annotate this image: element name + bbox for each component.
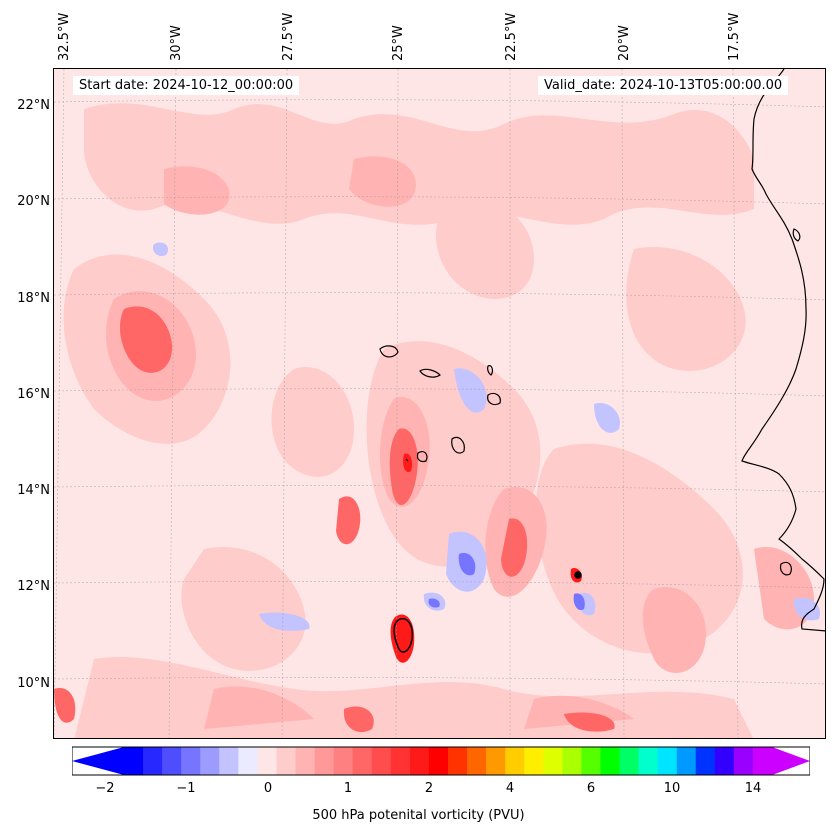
lat-label-22n: 22°N (17, 98, 50, 113)
colorbar-segment (467, 747, 487, 775)
cape-verde-islands (379, 345, 501, 463)
colorbar-under-arrow (72, 747, 124, 775)
field-light-patches (63, 103, 754, 738)
colorbar-tick-label: 2 (424, 781, 434, 796)
colorbar-segment (543, 747, 563, 775)
colorbar-segment (181, 747, 201, 775)
pv-map-panel (53, 68, 826, 739)
colorbar-tick-label: −1 (176, 781, 196, 796)
colorbar-tick-label: 10 (663, 781, 681, 796)
pv-contour-map (54, 69, 825, 738)
colorbar-segment (714, 747, 735, 775)
pv-colorbar (72, 746, 810, 776)
colorbar-segment (257, 747, 278, 775)
colorbar-segment (600, 747, 621, 775)
colorbar-tick-label: 6 (586, 781, 596, 796)
lat-label-14n: 14°N (17, 483, 50, 498)
colorbar-segment (219, 747, 239, 775)
colorbar-segment (733, 747, 754, 775)
lat-label-18n: 18°N (17, 291, 50, 306)
start-date-label: Start date: 2024-10-12_00:00:00 (73, 76, 300, 95)
lon-label-32-5w: 32.5°W (57, 12, 72, 61)
colorbar-title: 500 hPa potenital vorticity (PVU) (312, 808, 525, 823)
pv-max-contour (393, 571, 582, 653)
colorbar-segment (752, 747, 773, 775)
lon-label-27-5w: 27.5°W (281, 12, 296, 61)
colorbar-segment (562, 747, 583, 775)
lat-label-16n: 16°N (17, 387, 50, 402)
colorbar-segment (352, 747, 373, 775)
colorbar-segment (295, 747, 316, 775)
colorbar-segment (581, 747, 602, 775)
valid-date-label: Valid_date: 2024-10-13T05:00:00.00 (538, 76, 789, 95)
colorbar-segment (390, 747, 411, 775)
colorbar-tick-label: 14 (744, 781, 762, 796)
colorbar-segment (619, 747, 640, 775)
colorbar-segment (314, 747, 335, 775)
colorbar-tick-label: −2 (95, 781, 115, 796)
colorbar-segment (238, 747, 259, 775)
colorbar-tick-label: 0 (263, 781, 273, 796)
graticule (54, 69, 825, 738)
colorbar-tick-label: 4 (505, 781, 515, 796)
colorbar-segment (524, 747, 544, 775)
colorbar-segment (333, 747, 354, 775)
lat-label-10n: 10°N (17, 676, 50, 691)
colorbar-segment (162, 747, 182, 775)
field-negative-patches (152, 242, 820, 631)
colorbar-segment (695, 747, 716, 775)
colorbar-segment (505, 747, 525, 775)
colorbar-segment (638, 747, 659, 775)
lon-label-17-5w: 17.5°W (727, 12, 742, 61)
colorbar-segment (124, 747, 144, 775)
colorbar-segment (409, 747, 430, 775)
colorbar-segment (428, 747, 449, 775)
lon-label-22-5w: 22.5°W (504, 12, 519, 61)
lat-label-20n: 20°N (17, 194, 50, 209)
colorbar-segment (486, 747, 506, 775)
lon-label-20w: 20°W (617, 25, 632, 61)
lon-label-25w: 25°W (391, 25, 406, 61)
colorbar-segment (200, 747, 220, 775)
lon-label-30w: 30°W (169, 25, 184, 61)
colorbar-segment (657, 747, 678, 775)
african-coastline (741, 69, 825, 632)
colorbar-tick-label: 1 (343, 781, 353, 796)
colorbar-segment (276, 747, 297, 775)
colorbar-segment (371, 747, 392, 775)
colorbar-segment (143, 747, 163, 775)
field-negative-cores (428, 552, 585, 611)
colorbar-over-arrow (772, 747, 810, 775)
colorbar-segment (676, 747, 697, 775)
colorbar-segment (448, 747, 468, 775)
colorbar-segments (124, 747, 773, 775)
lat-label-12n: 12°N (17, 579, 50, 594)
